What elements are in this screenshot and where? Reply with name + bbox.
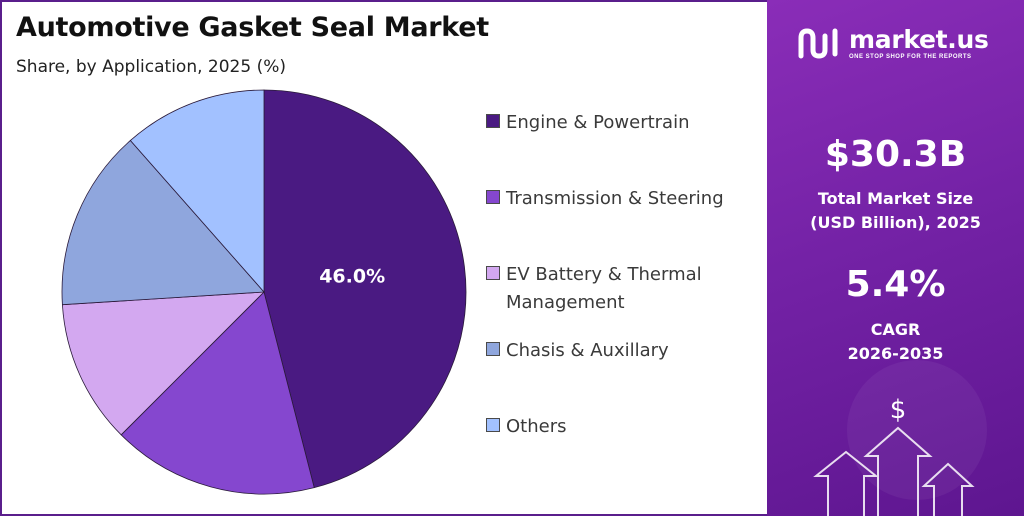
small-arrow-right-icon [921,462,975,516]
chart-subtitle: Share, by Application, 2025 (%) [16,57,286,77]
legend-item-1: Engine & Powertrain [486,109,756,137]
growth-arrows-graphic: $ [813,360,987,516]
tall-arrow-icon [863,426,933,516]
pie-slice-4 [61,139,265,306]
cagr-value: 5.4% [845,264,946,305]
chart-frame: Automotive Gasket Seal Market Share, by … [0,0,767,516]
brand-logo: market.us ONE STOP SHOP FOR THE REPORTS [797,26,989,60]
pie-data-label-1: 46.0% [319,265,385,287]
pie-chart: 46.0% [61,89,467,495]
legend-label-5: Others [506,416,567,437]
stats-panel: $ market.us ONE STOP SHOP FOR THE REPORT… [767,0,1024,516]
pie-slice-5 [129,89,265,294]
legend-label-4: Chasis & Auxillary [506,340,669,361]
market-size-label-line1: Total Market Size [817,189,974,208]
cagr-label: CAGR [870,320,921,339]
legend-label-2: Transmission & Steering [506,188,724,209]
chart-legend: Engine & Powertrain Transmission & Steeri… [486,2,766,516]
legend-label-3: EV Battery & Thermal Management [506,264,702,313]
legend-item-5: Others [486,413,756,441]
pie-slice-2 [120,291,315,495]
legend-item-3: EV Battery & Thermal Management [486,261,756,317]
dollar-icon: $ [890,395,907,425]
legend-label-1: Engine & Powertrain [506,112,690,133]
small-arrow-left-icon [813,450,879,516]
legend-item-4: Chasis & Auxillary [486,337,756,365]
pie-slice-3 [61,291,266,436]
market-us-logo-icon [798,28,838,59]
legend-swatch-3 [486,266,500,280]
legend-swatch-5 [486,418,500,432]
cagr-period: 2026-2035 [847,344,944,363]
market-size-value: $30.3B [824,134,967,175]
brand-tagline: ONE STOP SHOP FOR THE REPORTS [849,53,972,60]
brand-name: market.us [849,24,989,54]
chart-title: Automotive Gasket Seal Market [16,12,489,43]
market-size-label-line2: (USD Billion), 2025 [810,213,981,232]
legend-swatch-4 [486,342,500,356]
legend-item-2: Transmission & Steering [486,185,756,213]
legend-swatch-1 [486,114,500,128]
pie-slice-1 [263,89,467,489]
legend-swatch-2 [486,190,500,204]
